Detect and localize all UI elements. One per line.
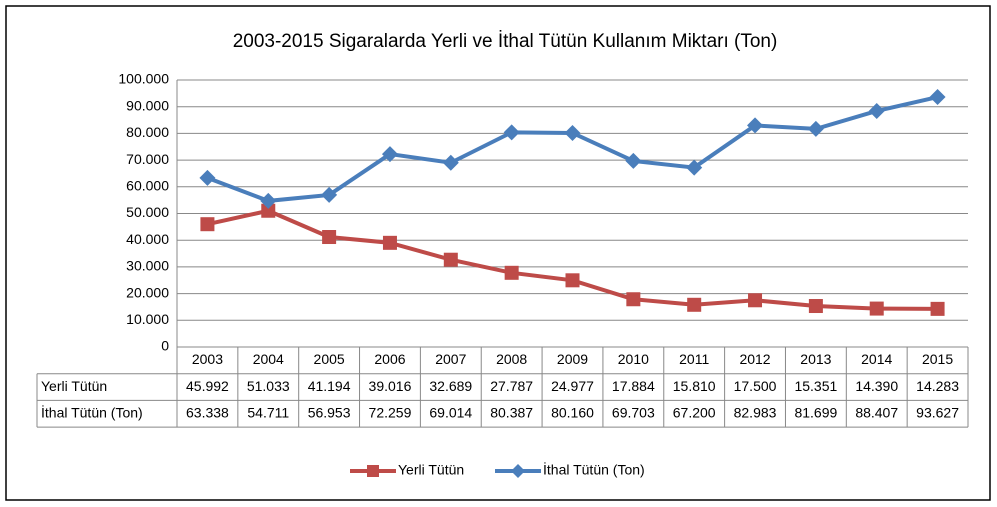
marker (808, 299, 823, 314)
table-value: 93.627 (916, 404, 959, 420)
x-tick-label: 2004 (253, 351, 284, 367)
table-value: 27.787 (490, 378, 533, 394)
table-value: 14.283 (916, 378, 959, 394)
marker (564, 124, 581, 141)
y-tick-label: 100.000 (118, 71, 169, 87)
marker (504, 265, 519, 280)
table-value: 45.992 (186, 378, 229, 394)
x-tick-label: 2009 (557, 351, 588, 367)
marker (869, 301, 884, 316)
table-row-label: Yerli Tütün (41, 378, 107, 394)
chart-border (5, 5, 991, 501)
y-tick-label: 50.000 (126, 204, 169, 220)
table-value: 15.810 (673, 378, 716, 394)
legend-marker (511, 464, 525, 478)
y-tick-label: 80.000 (126, 124, 169, 140)
legend-label: İthal Tütün (Ton) (543, 461, 645, 478)
marker (322, 230, 337, 245)
marker (260, 192, 277, 209)
table-value: 69.703 (612, 404, 655, 420)
table-value: 81.699 (794, 404, 837, 420)
x-tick-label: 2003 (192, 351, 223, 367)
x-tick-label: 2005 (314, 351, 345, 367)
marker (442, 154, 459, 171)
marker (868, 102, 885, 119)
x-tick-label: 2013 (800, 351, 831, 367)
marker (503, 124, 520, 141)
legend-label: Yerli Tütün (398, 462, 464, 478)
marker (748, 293, 763, 308)
chart-title: 2003-2015 Sigaralarda Yerli ve İthal Tüt… (233, 31, 778, 52)
marker (443, 252, 458, 267)
x-tick-label: 2012 (739, 351, 770, 367)
table-value: 24.977 (551, 378, 594, 394)
y-tick-label: 0 (161, 338, 169, 354)
marker (381, 146, 398, 163)
marker (930, 301, 945, 316)
marker (625, 152, 642, 169)
table-value: 72.259 (369, 404, 412, 420)
table-value: 82.983 (734, 404, 777, 420)
table-value: 69.014 (429, 404, 472, 420)
marker (687, 297, 702, 312)
table-value: 39.016 (369, 378, 412, 394)
table-value: 41.194 (308, 378, 351, 394)
y-tick-label: 70.000 (126, 151, 169, 167)
y-tick-label: 90.000 (126, 97, 169, 113)
marker (321, 186, 338, 203)
marker (929, 89, 946, 106)
marker (261, 203, 276, 218)
marker (199, 169, 216, 186)
marker (626, 292, 641, 307)
marker (200, 217, 215, 232)
y-tick-label: 10.000 (126, 311, 169, 327)
table-value: 51.033 (247, 378, 290, 394)
table-row-label: İthal Tütün (Ton) (41, 403, 143, 420)
table-value: 54.711 (247, 404, 289, 420)
x-tick-label: 2011 (679, 351, 709, 367)
table-value: 56.953 (308, 404, 351, 420)
marker (382, 235, 397, 250)
table-value: 63.338 (186, 404, 229, 420)
marker (565, 273, 580, 288)
x-tick-label: 2015 (922, 351, 953, 367)
x-tick-label: 2008 (496, 351, 527, 367)
y-tick-label: 40.000 (126, 231, 169, 247)
x-tick-label: 2007 (435, 351, 466, 367)
table-value: 80.160 (551, 404, 594, 420)
marker (807, 120, 824, 137)
table-value: 14.390 (855, 378, 898, 394)
table-value: 32.689 (429, 378, 472, 394)
table-value: 80.387 (490, 404, 533, 420)
table-value: 15.351 (794, 378, 837, 394)
x-tick-label: 2014 (861, 351, 892, 367)
y-tick-label: 20.000 (126, 284, 169, 300)
y-tick-label: 60.000 (126, 178, 169, 194)
table-value: 67.200 (673, 404, 716, 420)
table-value: 17.884 (612, 378, 655, 394)
legend-marker (367, 465, 379, 477)
marker (747, 117, 764, 134)
x-tick-label: 2010 (618, 351, 649, 367)
table-value: 88.407 (855, 404, 898, 420)
table-value: 17.500 (734, 378, 777, 394)
marker (686, 159, 703, 176)
x-tick-label: 2006 (374, 351, 405, 367)
y-tick-label: 30.000 (126, 258, 169, 274)
